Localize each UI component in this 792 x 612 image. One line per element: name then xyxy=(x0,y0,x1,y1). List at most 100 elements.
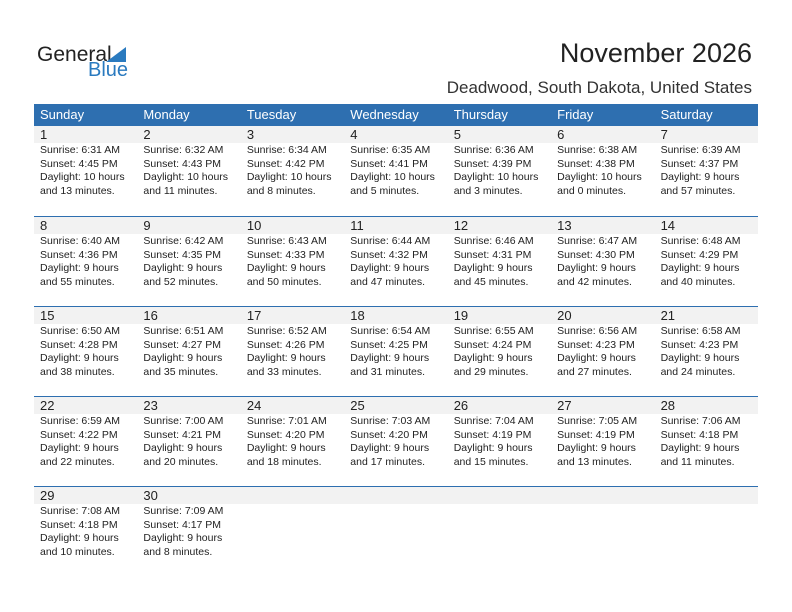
sunset-text: Sunset: 4:26 PM xyxy=(246,338,325,351)
sunset-text: Sunset: 4:28 PM xyxy=(40,338,118,351)
weekday-sunday: Sunday xyxy=(40,107,85,122)
day-info: Sunrise: 6:42 AM Sunset: 4:35 PM Daylight:… xyxy=(137,234,240,289)
daylight1-text: Daylight: 9 hours xyxy=(453,262,533,274)
day-number: 2 xyxy=(137,126,241,143)
sunrise-text: Sunrise: 7:01 AM xyxy=(246,415,327,427)
sunrise-text: Sunrise: 6:38 AM xyxy=(557,144,638,156)
sunrise-text: Sunrise: 6:47 AM xyxy=(557,235,638,247)
empty-day xyxy=(551,487,655,504)
daylight1-text: Daylight: 9 hours xyxy=(143,532,223,544)
sunrise-text: Sunrise: 6:46 AM xyxy=(453,235,534,247)
day-info: Sunrise: 6:56 AM Sunset: 4:23 PM Daylight:… xyxy=(551,324,654,379)
daylight2-text: and 20 minutes. xyxy=(143,455,219,468)
daylight2-text: and 17 minutes. xyxy=(350,455,425,468)
day-number: 9 xyxy=(137,217,241,234)
daylight1-text: Daylight: 9 hours xyxy=(246,262,326,274)
day-cell xyxy=(447,487,552,576)
day-cell: 15 Sunrise: 6:50 AM Sunset: 4:28 PM Dayligh… xyxy=(34,307,138,396)
sunset-text: Sunset: 4:18 PM xyxy=(40,518,118,531)
day-cell: 17 Sunrise: 6:52 AM Sunset: 4:26 PM Dayligh… xyxy=(240,307,345,396)
day-info: Sunrise: 7:09 AM Sunset: 4:17 PM Daylight:… xyxy=(137,504,240,559)
weekday-wednesday: Wednesday xyxy=(350,107,419,122)
sunset-text: Sunset: 4:25 PM xyxy=(350,338,428,351)
day-number: 3 xyxy=(240,126,345,143)
daylight2-text: and 15 minutes. xyxy=(453,455,529,468)
day-cell: 13 Sunrise: 6:47 AM Sunset: 4:30 PM Dayligh… xyxy=(551,217,655,306)
weekday-saturday: Saturday xyxy=(660,107,713,122)
day-info: Sunrise: 6:50 AM Sunset: 4:28 PM Daylight:… xyxy=(34,324,137,379)
day-number: 28 xyxy=(654,397,758,414)
daylight1-text: Daylight: 10 hours xyxy=(350,171,435,183)
daylight2-text: and 0 minutes. xyxy=(557,184,627,197)
day-cell: 1 Sunrise: 6:31 AM Sunset: 4:45 PM Daylight… xyxy=(34,126,138,216)
day-number: 5 xyxy=(447,126,552,143)
daylight1-text: Daylight: 9 hours xyxy=(40,352,119,364)
sunrise-text: Sunrise: 6:32 AM xyxy=(143,144,224,156)
daylight2-text: and 42 minutes. xyxy=(557,275,632,288)
day-cell: 11 Sunrise: 6:44 AM Sunset: 4:32 PM Dayligh… xyxy=(344,217,448,306)
empty-day xyxy=(344,487,448,504)
day-number: 14 xyxy=(654,217,758,234)
weekday-thursday: Thursday xyxy=(453,107,508,122)
sunset-text: Sunset: 4:37 PM xyxy=(660,157,739,170)
empty-day xyxy=(447,487,552,504)
sunrise-text: Sunrise: 6:54 AM xyxy=(350,325,431,337)
day-info: Sunrise: 7:03 AM Sunset: 4:20 PM Daylight:… xyxy=(344,414,447,469)
sunset-text: Sunset: 4:19 PM xyxy=(453,428,532,441)
day-cell: 25 Sunrise: 7:03 AM Sunset: 4:20 PM Dayligh… xyxy=(344,397,448,486)
sunrise-text: Sunrise: 6:34 AM xyxy=(246,144,327,156)
day-cell: 18 Sunrise: 6:54 AM Sunset: 4:25 PM Dayligh… xyxy=(344,307,448,396)
day-info: Sunrise: 6:54 AM Sunset: 4:25 PM Daylight:… xyxy=(344,324,447,379)
sunrise-text: Sunrise: 6:48 AM xyxy=(660,235,741,247)
sunset-text: Sunset: 4:20 PM xyxy=(350,428,428,441)
sunset-text: Sunset: 4:29 PM xyxy=(660,248,739,261)
day-info: Sunrise: 6:47 AM Sunset: 4:30 PM Daylight:… xyxy=(551,234,654,289)
sunset-text: Sunset: 4:32 PM xyxy=(350,248,428,261)
day-info: Sunrise: 6:44 AM Sunset: 4:32 PM Daylight:… xyxy=(344,234,447,289)
day-number: 18 xyxy=(344,307,448,324)
day-info: Sunrise: 6:46 AM Sunset: 4:31 PM Daylight:… xyxy=(448,234,551,289)
sunset-text: Sunset: 4:36 PM xyxy=(40,248,118,261)
daylight2-text: and 29 minutes. xyxy=(453,365,529,378)
sunset-text: Sunset: 4:23 PM xyxy=(660,338,739,351)
sunrise-text: Sunrise: 7:09 AM xyxy=(143,505,224,517)
daylight1-text: Daylight: 9 hours xyxy=(557,442,636,454)
day-cell: 4 Sunrise: 6:35 AM Sunset: 4:41 PM Daylight… xyxy=(344,126,448,216)
logo-text-blue: Blue xyxy=(88,59,129,81)
daylight2-text: and 31 minutes. xyxy=(350,365,425,378)
week-row: 29 Sunrise: 7:08 AM Sunset: 4:18 PM Dayligh… xyxy=(34,486,758,576)
day-info: Sunrise: 6:59 AM Sunset: 4:22 PM Daylight:… xyxy=(34,414,137,469)
sunset-text: Sunset: 4:43 PM xyxy=(143,157,222,170)
day-number: 10 xyxy=(240,217,345,234)
daylight1-text: Daylight: 10 hours xyxy=(40,171,125,183)
sunrise-text: Sunrise: 7:03 AM xyxy=(350,415,431,427)
daylight2-text: and 10 minutes. xyxy=(40,545,115,558)
day-cell: 10 Sunrise: 6:43 AM Sunset: 4:33 PM Dayligh… xyxy=(240,217,345,306)
day-cell: 16 Sunrise: 6:51 AM Sunset: 4:27 PM Dayligh… xyxy=(137,307,241,396)
sunrise-text: Sunrise: 6:35 AM xyxy=(350,144,431,156)
daylight2-text: and 24 minutes. xyxy=(660,365,736,378)
daylight1-text: Daylight: 9 hours xyxy=(350,352,430,364)
sunset-text: Sunset: 4:20 PM xyxy=(246,428,325,441)
day-cell: 7 Sunrise: 6:39 AM Sunset: 4:37 PM Daylight… xyxy=(654,126,758,216)
daylight1-text: Daylight: 9 hours xyxy=(660,171,740,183)
logo-text-general: General xyxy=(37,43,112,66)
sunrise-text: Sunrise: 6:36 AM xyxy=(453,144,534,156)
sunset-text: Sunset: 4:31 PM xyxy=(453,248,532,261)
day-number: 21 xyxy=(654,307,758,324)
weekday-monday: Monday xyxy=(143,107,190,122)
day-cell xyxy=(344,487,448,576)
day-info: Sunrise: 7:05 AM Sunset: 4:19 PM Daylight:… xyxy=(551,414,654,469)
day-number: 15 xyxy=(34,307,138,324)
day-cell: 21 Sunrise: 6:58 AM Sunset: 4:23 PM Dayligh… xyxy=(654,307,758,396)
week-row: 8 Sunrise: 6:40 AM Sunset: 4:36 PM Daylight… xyxy=(34,216,758,306)
page-title: November 2026 xyxy=(559,38,752,68)
day-info: Sunrise: 7:04 AM Sunset: 4:19 PM Daylight:… xyxy=(448,414,551,469)
day-number: 7 xyxy=(654,126,758,143)
daylight1-text: Daylight: 9 hours xyxy=(557,352,636,364)
sunset-text: Sunset: 4:17 PM xyxy=(143,518,222,531)
day-number: 1 xyxy=(34,126,138,143)
sunset-text: Sunset: 4:42 PM xyxy=(246,157,325,170)
sunset-text: Sunset: 4:45 PM xyxy=(40,157,118,170)
daylight2-text: and 3 minutes. xyxy=(453,184,523,197)
